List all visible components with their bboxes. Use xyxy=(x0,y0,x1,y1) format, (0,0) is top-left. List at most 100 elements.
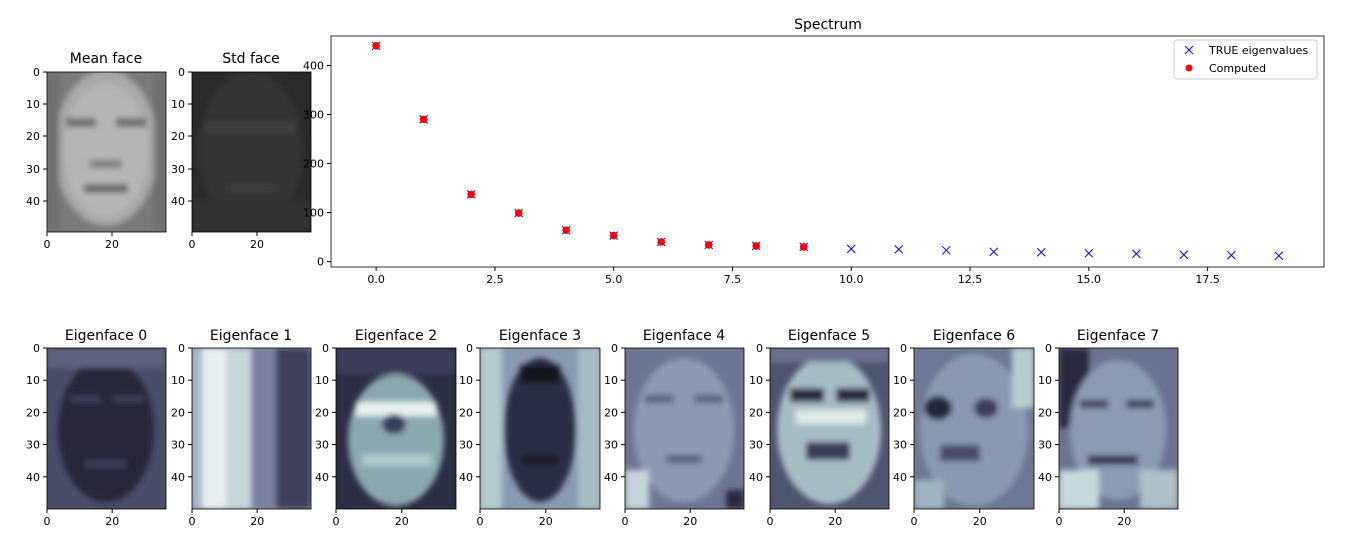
y-tick-label: 20 xyxy=(315,406,329,419)
legend-computed-label: Computed xyxy=(1209,62,1266,75)
eigenface-7-title: Eigenface 7 xyxy=(1077,328,1159,344)
eigenface-4-panel: Eigenface 4 xyxy=(625,328,744,509)
y-tick-label: 10 xyxy=(1038,374,1052,387)
true-eigenvalues-series xyxy=(372,42,1283,260)
x-tick-label: 0 xyxy=(333,515,340,528)
x-tick-label: 20 xyxy=(105,515,119,528)
true-eigenvalue-point xyxy=(1085,249,1093,257)
x-tick-label: 0 xyxy=(622,515,629,528)
y-tick-label: 40 xyxy=(1038,471,1052,484)
tick-label: 0 xyxy=(178,66,185,79)
eigenface-5-title: Eigenface 5 xyxy=(788,328,870,344)
y-tick-label: 0 xyxy=(1045,342,1052,355)
tick-label: 20 xyxy=(250,238,264,251)
y-tick-label: 20 xyxy=(604,406,618,419)
tick-label: 10 xyxy=(171,98,185,111)
std-face-image xyxy=(192,72,311,232)
x-tick-label: 0.0 xyxy=(367,273,385,286)
true-eigenvalue-point xyxy=(1037,248,1045,256)
eigenface-4-title: Eigenface 4 xyxy=(643,328,725,344)
true-eigenvalue-point xyxy=(895,245,903,253)
eigenface-3-image xyxy=(480,348,600,509)
tick-label: 0 xyxy=(189,238,196,251)
computed-point xyxy=(372,42,380,50)
x-tick-label: 0 xyxy=(911,515,918,528)
x-tick-label: 17.5 xyxy=(1195,273,1220,286)
tick-label: 0 xyxy=(33,66,40,79)
std-face-title: Std face xyxy=(222,51,280,67)
x-tick-label: 15.0 xyxy=(1077,273,1102,286)
mean-face-yticks: 0 10 20 30 40 xyxy=(26,66,47,208)
std-face-xticks: 0 20 xyxy=(189,232,265,251)
true-eigenvalue-point xyxy=(1275,252,1283,260)
y-tick-label: 30 xyxy=(171,439,185,452)
y-tick-label: 40 xyxy=(26,471,40,484)
x-tick-label: 10.0 xyxy=(839,273,864,286)
eigenface-1-title: Eigenface 1 xyxy=(210,328,292,344)
std-face-yticks: 0 10 20 30 40 xyxy=(171,66,192,208)
eigenface-3-title: Eigenface 3 xyxy=(499,328,581,344)
eigenface-7-panel: Eigenface 7 xyxy=(1059,328,1178,509)
y-tick-label: 20 xyxy=(1038,406,1052,419)
eigenface-7-image xyxy=(1059,348,1178,509)
x-tick-label: 20 xyxy=(539,515,553,528)
y-tick-label: 30 xyxy=(893,439,907,452)
true-eigenvalue-point xyxy=(847,245,855,253)
y-tick-label: 20 xyxy=(749,406,763,419)
computed-series xyxy=(372,42,807,251)
x-tick-label: 20 xyxy=(395,515,409,528)
tick-label: 20 xyxy=(105,238,119,251)
eigenface-2-panel: Eigenface 2 xyxy=(336,328,456,509)
y-tick-label: 30 xyxy=(315,439,329,452)
x-tick-label: 7.5 xyxy=(724,273,742,286)
eigenface-0-image xyxy=(47,348,166,509)
computed-point xyxy=(467,191,475,199)
y-tick-label: 0 xyxy=(33,342,40,355)
y-tick-label: 40 xyxy=(315,471,329,484)
eigenface-5-image xyxy=(770,348,889,509)
eigenface-0-title: Eigenface 0 xyxy=(65,328,147,344)
y-tick-label: 30 xyxy=(1038,439,1052,452)
eigenface-6-panel: Eigenface 6 xyxy=(914,328,1034,509)
y-tick-label: 0 xyxy=(317,256,324,269)
y-tick-label: 10 xyxy=(893,374,907,387)
x-tick-label: 20 xyxy=(250,515,264,528)
eigenface-1-panel: Eigenface 1 xyxy=(192,328,311,509)
y-tick-label: 40 xyxy=(893,471,907,484)
tick-label: 30 xyxy=(171,163,185,176)
y-tick-label: 0 xyxy=(178,342,185,355)
mean-face-image xyxy=(47,70,166,232)
tick-label: 30 xyxy=(26,163,40,176)
spectrum-legend: TRUE eigenvalues Computed xyxy=(1174,40,1317,79)
y-tick-label: 20 xyxy=(26,406,40,419)
eigenface-2-title: Eigenface 2 xyxy=(355,328,437,344)
y-tick-label: 100 xyxy=(303,207,324,220)
tick-label: 40 xyxy=(26,195,40,208)
computed-point xyxy=(420,116,428,124)
mean-face-panel: Mean face 0 10 20 30 40 0 20 xyxy=(26,51,166,251)
y-tick-label: 20 xyxy=(893,406,907,419)
y-tick-label: 20 xyxy=(459,406,473,419)
y-tick-label: 10 xyxy=(749,374,763,387)
computed-point xyxy=(515,209,523,217)
y-tick-label: 10 xyxy=(604,374,618,387)
eigenface-4-image xyxy=(625,348,744,509)
mean-face-title: Mean face xyxy=(70,51,142,67)
x-tick-label: 2.5 xyxy=(486,273,504,286)
y-tick-label: 10 xyxy=(171,374,185,387)
computed-point xyxy=(705,241,713,249)
y-tick-label: 200 xyxy=(303,158,324,171)
tick-label: 10 xyxy=(26,98,40,111)
y-tick-label: 0 xyxy=(322,342,329,355)
y-tick-label: 400 xyxy=(303,59,324,72)
x-tick-label: 0 xyxy=(477,515,484,528)
y-tick-label: 30 xyxy=(26,439,40,452)
computed-point xyxy=(562,226,570,234)
x-tick-label: 0 xyxy=(44,515,51,528)
true-eigenvalue-point xyxy=(1180,251,1188,259)
true-eigenvalue-point xyxy=(942,246,950,254)
spectrum-chart: Spectrum 0.0 2.5 5.0 7.5 10.0 12.5 15.0 17.5 0 1… xyxy=(303,17,1324,286)
computed-point xyxy=(657,238,665,246)
y-tick-label: 0 xyxy=(611,342,618,355)
